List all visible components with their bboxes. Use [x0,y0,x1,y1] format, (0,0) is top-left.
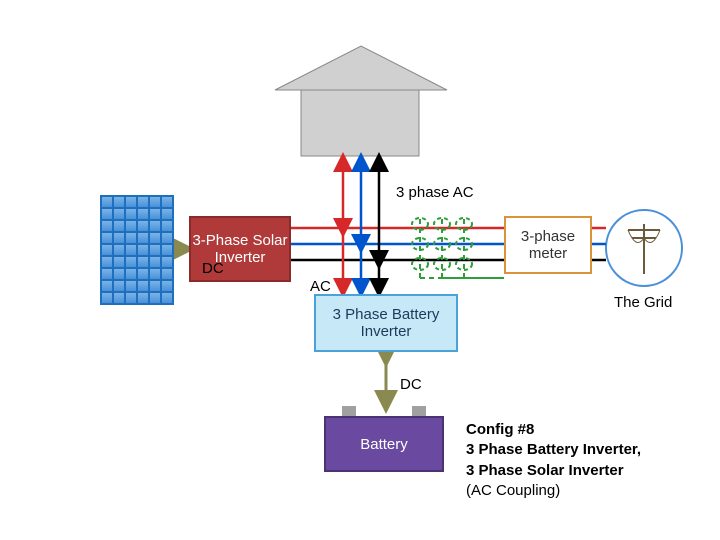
meter-label: 3-phase meter [506,228,590,262]
battery-terminal-icon [342,406,356,416]
meter-box: 3-phase meter [504,216,592,274]
battery-box: Battery [324,416,444,472]
ac-label: AC [310,278,331,295]
battery-inverter-label: 3 Phase Battery Inverter [316,306,456,340]
three-phase-ac-label: 3 phase AC [396,184,474,201]
dc-label: DC [202,260,224,277]
desc-line3: 3 Phase Solar Inverter [466,462,624,479]
desc-line4: (AC Coupling) [466,482,560,499]
solar-panel [100,195,174,305]
grid-label: The Grid [614,294,672,311]
battery-label: Battery [360,436,408,453]
battery-terminal-icon [412,406,426,416]
desc-line1: Config #8 [466,421,534,438]
desc-line2: 3 Phase Battery Inverter, [466,441,641,458]
config-description: Config #8 3 Phase Battery Inverter, 3 Ph… [466,420,641,501]
dc-label: DC [400,376,422,393]
battery-inverter-box: 3 Phase Battery Inverter [314,294,458,352]
